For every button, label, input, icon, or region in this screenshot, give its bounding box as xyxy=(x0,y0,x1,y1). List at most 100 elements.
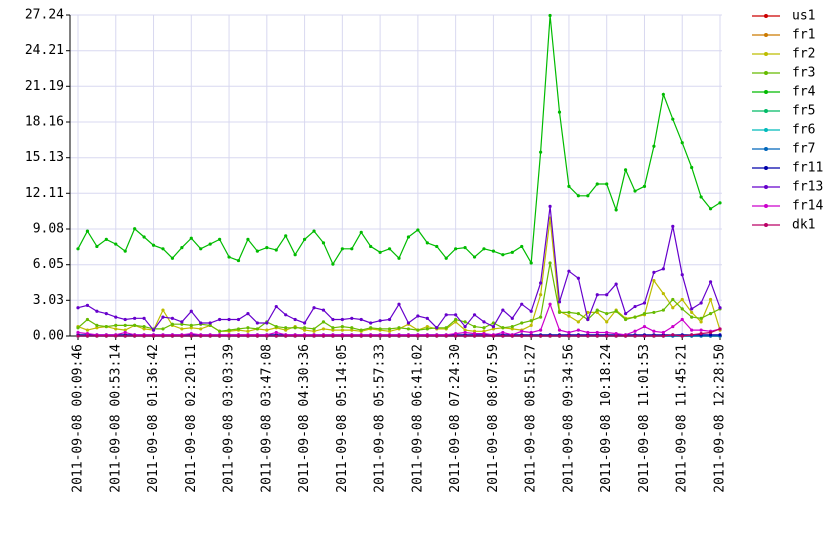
data-point xyxy=(425,327,429,331)
data-point xyxy=(708,280,713,284)
data-point xyxy=(661,308,665,312)
data-point xyxy=(482,326,486,330)
data-point xyxy=(406,235,411,239)
data-point xyxy=(340,334,344,338)
data-point xyxy=(151,334,156,338)
data-point xyxy=(567,269,571,273)
series xyxy=(76,327,722,338)
data-point xyxy=(199,327,203,331)
data-point xyxy=(246,326,250,330)
data-point xyxy=(416,228,420,232)
data-point xyxy=(435,334,439,338)
data-point xyxy=(548,334,552,338)
data-point xyxy=(548,261,552,265)
data-point xyxy=(274,324,278,329)
data-point xyxy=(406,327,411,331)
x-tick-label: 2011-09-08 08:51:27 xyxy=(524,344,539,493)
data-point xyxy=(312,334,316,338)
data-point xyxy=(246,334,250,338)
data-point xyxy=(387,327,392,331)
data-point xyxy=(586,334,590,338)
data-point xyxy=(661,92,665,97)
data-point xyxy=(444,313,448,317)
data-point xyxy=(397,334,401,338)
x-tick-label: 2011-09-08 10:18:24 xyxy=(599,344,614,493)
data-point xyxy=(85,332,90,336)
data-point xyxy=(189,334,193,338)
data-point xyxy=(302,237,307,241)
data-point xyxy=(85,303,90,307)
data-point xyxy=(557,300,562,304)
data-point xyxy=(690,333,694,337)
data-point xyxy=(189,326,193,330)
data-point xyxy=(208,323,212,327)
data-point xyxy=(435,326,439,330)
data-point xyxy=(623,334,628,338)
data-point xyxy=(671,324,675,329)
data-point xyxy=(472,313,477,317)
data-point xyxy=(246,329,250,333)
data-point xyxy=(208,242,212,246)
data-point xyxy=(567,184,571,188)
data-point xyxy=(510,324,514,329)
x-tick-label: 2011-09-08 02:20:11 xyxy=(184,344,199,493)
series-line xyxy=(77,15,721,266)
x-tick-label: 2011-09-08 06:41:02 xyxy=(410,344,425,493)
data-point xyxy=(699,320,703,324)
data-point xyxy=(454,332,458,336)
data-point xyxy=(104,334,108,338)
data-point xyxy=(331,317,335,322)
data-point xyxy=(293,317,297,322)
data-point xyxy=(482,320,486,324)
data-point xyxy=(255,321,259,325)
data-point xyxy=(397,256,401,260)
data-point xyxy=(425,241,429,245)
data-point xyxy=(595,293,599,297)
data-point xyxy=(331,326,335,330)
data-point xyxy=(718,306,722,310)
data-point xyxy=(406,321,411,325)
data-point xyxy=(208,334,212,338)
data-point xyxy=(586,330,590,335)
data-point xyxy=(95,326,99,330)
data-point xyxy=(114,242,118,246)
data-point xyxy=(491,334,496,338)
data-point xyxy=(274,248,278,252)
data-point xyxy=(161,247,165,251)
data-point xyxy=(567,314,571,318)
data-point xyxy=(350,316,354,320)
data-point xyxy=(416,328,420,332)
data-point xyxy=(708,207,713,211)
data-point xyxy=(642,312,647,316)
data-point xyxy=(95,309,99,313)
x-tick-label: 2011-09-08 01:36:42 xyxy=(146,344,161,493)
data-point xyxy=(236,327,241,331)
legend-marker xyxy=(764,33,768,37)
data-point xyxy=(501,334,505,338)
series xyxy=(76,13,722,266)
data-point xyxy=(472,324,477,329)
data-point xyxy=(491,249,496,253)
data-point xyxy=(482,334,486,338)
data-point xyxy=(284,313,288,317)
data-point xyxy=(293,326,297,330)
data-point xyxy=(321,334,326,338)
data-point xyxy=(85,328,90,332)
data-point xyxy=(680,273,684,277)
data-point xyxy=(321,320,326,324)
legend-label: fr3 xyxy=(792,66,815,81)
data-point xyxy=(510,316,514,320)
data-point xyxy=(284,234,288,238)
data-point xyxy=(652,279,656,283)
data-point xyxy=(265,328,269,332)
data-point xyxy=(690,310,694,315)
data-point xyxy=(444,326,448,330)
data-point xyxy=(557,328,562,332)
data-point xyxy=(454,334,458,338)
data-point xyxy=(482,329,486,333)
data-point xyxy=(133,334,137,338)
data-point xyxy=(718,327,722,331)
data-point xyxy=(274,330,278,335)
data-point xyxy=(170,256,175,260)
